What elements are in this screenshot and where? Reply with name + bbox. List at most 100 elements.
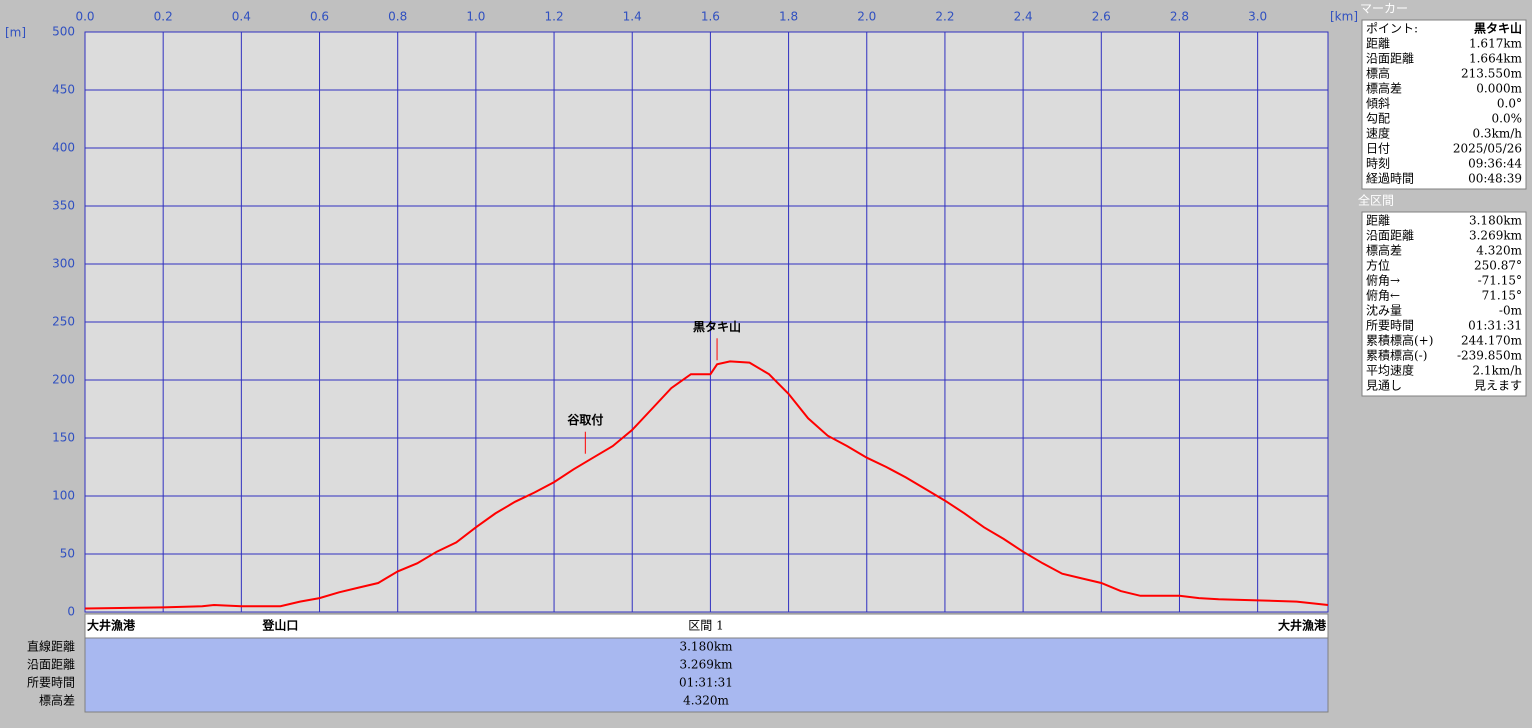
section-row-label: 沿面距離 bbox=[27, 658, 75, 672]
x-tick-label: 1.2 bbox=[545, 10, 564, 24]
panel-value: 2.1km/h bbox=[1472, 364, 1522, 378]
panel-value: 0.0° bbox=[1497, 97, 1522, 111]
elevation-line bbox=[84, 360, 1329, 610]
panel-key: 距離 bbox=[1366, 37, 1390, 51]
panel-value: 2025/05/26 bbox=[1453, 142, 1522, 156]
x-tick-label: 1.8 bbox=[779, 10, 798, 24]
section-label: 区間 1 bbox=[688, 619, 723, 633]
y-unit: [m] bbox=[5, 26, 26, 40]
x-tick-label: 2.0 bbox=[857, 10, 876, 24]
panel-value: 黒タキ山 bbox=[1474, 21, 1522, 36]
section-row-value: 3.269km bbox=[679, 658, 733, 672]
panel-value: 0.0% bbox=[1492, 112, 1523, 126]
section-row-label: 標高差 bbox=[39, 693, 75, 708]
panel-key: 所要時間 bbox=[1366, 319, 1414, 333]
x-tick-label: 0.4 bbox=[232, 10, 251, 24]
x-tick-label: 2.8 bbox=[1170, 10, 1189, 24]
x-tick-label: 1.6 bbox=[701, 10, 720, 24]
panel-value: 09:36:44 bbox=[1468, 157, 1522, 171]
y-tick-label: 50 bbox=[60, 547, 75, 561]
panel-key: 標高差 bbox=[1366, 81, 1402, 96]
panel-value: 00:48:39 bbox=[1468, 172, 1522, 186]
panel-key: 沿面距離 bbox=[1366, 229, 1414, 243]
waypoint-row bbox=[84, 613, 1329, 639]
panel-value: 4.320m bbox=[1476, 244, 1522, 258]
marker-header bbox=[1358, 2, 1532, 16]
annotation: 谷取付 bbox=[567, 412, 603, 427]
total-title: 全区間 bbox=[1358, 193, 1394, 208]
panel-key: 沈み量 bbox=[1366, 303, 1402, 318]
panel-key: 見通し bbox=[1366, 379, 1402, 393]
panel-value: 1.664km bbox=[1469, 52, 1523, 66]
panel-value: 1.617km bbox=[1469, 37, 1523, 51]
y-tick-label: 0 bbox=[67, 605, 75, 619]
panel-key: 方位 bbox=[1366, 258, 1390, 273]
panel-key: 俯角→ bbox=[1366, 273, 1400, 288]
x-tick-label: 3.0 bbox=[1248, 10, 1267, 24]
panel-value: 見えます bbox=[1474, 379, 1522, 393]
y-tick-label: 250 bbox=[52, 315, 75, 329]
panel-value: 250.87° bbox=[1474, 259, 1522, 273]
panel-value: 0.000m bbox=[1476, 82, 1522, 96]
y-tick-label: 100 bbox=[52, 489, 75, 503]
panel-key: 日付 bbox=[1366, 142, 1390, 156]
panel-value: 3.180km bbox=[1469, 214, 1523, 228]
panel-value: 01:31:31 bbox=[1468, 319, 1522, 333]
panel-key: 標高差 bbox=[1366, 243, 1402, 258]
x-tick-label: 0.2 bbox=[154, 10, 173, 24]
section-row-value: 3.180km bbox=[679, 640, 733, 654]
waypoint: 大井漁港 bbox=[87, 618, 136, 633]
panel-value: -0m bbox=[1499, 304, 1523, 318]
section-band bbox=[84, 637, 1329, 713]
panel-value: 3.269km bbox=[1469, 229, 1523, 243]
panel-value: 213.550m bbox=[1461, 67, 1523, 81]
waypoint: 登山口 bbox=[261, 618, 298, 633]
x-tick-label: 0.6 bbox=[310, 10, 329, 24]
x-tick-label: 2.4 bbox=[1014, 10, 1033, 24]
panel-key: 平均速度 bbox=[1366, 363, 1414, 378]
marker-title: マーカー bbox=[1360, 2, 1408, 16]
y-tick-label: 150 bbox=[52, 431, 75, 445]
x-tick-label: 0.0 bbox=[75, 10, 94, 24]
panel-key: 標高 bbox=[1366, 66, 1390, 81]
panel-key: 沿面距離 bbox=[1366, 52, 1414, 66]
panel-table bbox=[1361, 19, 1527, 190]
section-row-value: 01:31:31 bbox=[679, 676, 733, 690]
y-tick-label: 450 bbox=[52, 83, 75, 97]
y-tick-label: 400 bbox=[52, 141, 75, 155]
x-tick-label: 1.4 bbox=[623, 10, 642, 24]
y-tick-label: 500 bbox=[52, 25, 75, 39]
x-tick-label: 0.8 bbox=[388, 10, 407, 24]
total-header bbox=[1356, 194, 1532, 208]
panel-key: 俯角← bbox=[1366, 288, 1400, 303]
y-tick-label: 300 bbox=[52, 257, 75, 271]
x-tick-label: 1.0 bbox=[466, 10, 485, 24]
panel-key: ポイント: bbox=[1366, 22, 1418, 36]
panel-key: 累積標高(-) bbox=[1366, 348, 1427, 363]
panel-value: -239.850m bbox=[1457, 349, 1523, 363]
panel-key: 時刻 bbox=[1366, 157, 1390, 171]
panel-key: 距離 bbox=[1366, 214, 1390, 228]
panel-value: 0.3km/h bbox=[1472, 127, 1522, 141]
panel-table bbox=[1361, 211, 1527, 397]
section-row-label: 所要時間 bbox=[27, 676, 75, 690]
panel-key: 速度 bbox=[1366, 126, 1390, 141]
x-tick-label: 2.2 bbox=[935, 10, 954, 24]
section-row-label: 直線距離 bbox=[27, 639, 75, 654]
panel-key: 勾配 bbox=[1366, 112, 1390, 126]
panel-key: 経過時間 bbox=[1366, 172, 1414, 186]
annotation: 黒タキ山 bbox=[693, 319, 741, 334]
x-unit: [km] bbox=[1330, 10, 1358, 24]
x-tick-label: 2.6 bbox=[1092, 10, 1111, 24]
panel-key: 傾斜 bbox=[1366, 97, 1390, 111]
waypoint: 大井漁港 bbox=[1278, 618, 1327, 633]
panel-value: 71.15° bbox=[1482, 289, 1522, 303]
y-tick-label: 350 bbox=[52, 199, 75, 213]
panel-value: -71.15° bbox=[1478, 274, 1522, 288]
panel-key: 累積標高(+) bbox=[1366, 333, 1433, 348]
section-row-value: 4.320m bbox=[683, 694, 729, 708]
y-tick-label: 200 bbox=[52, 373, 75, 387]
panel-value: 244.170m bbox=[1461, 334, 1523, 348]
